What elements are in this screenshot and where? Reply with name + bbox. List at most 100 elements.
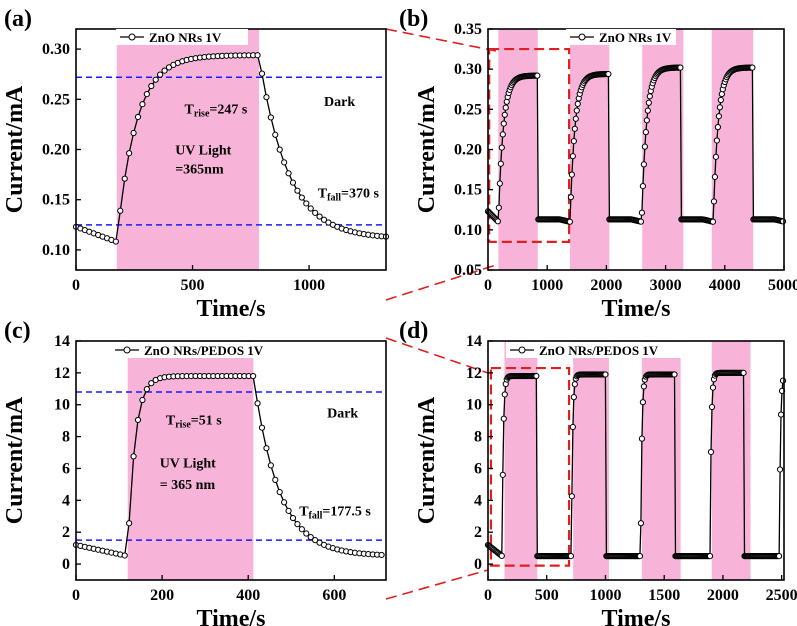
x-tick-label: 2000 — [707, 587, 739, 604]
x-tick-label: 0 — [72, 587, 80, 604]
data-point — [148, 380, 155, 387]
data-point — [496, 180, 503, 187]
data-markers — [72, 52, 390, 245]
x-tick-label: 1000 — [531, 277, 563, 294]
legend-label: ZnO NRs/PEDOS 1V — [539, 343, 659, 358]
data-point — [298, 526, 305, 533]
data-point — [574, 100, 581, 107]
data-point — [294, 521, 301, 528]
y-tick-label: 4 — [62, 492, 70, 509]
zoom-box — [488, 47, 571, 243]
y-axis-label: Current/mA — [2, 396, 28, 524]
data-markers — [72, 372, 385, 559]
data-point — [121, 552, 128, 559]
panel-b: 0 1000 2000 3000 4000 5000 0.05 0.10 0.15 0.20 0.2… — [399, 6, 797, 322]
uv-light-band — [116, 29, 259, 270]
data-point — [775, 553, 783, 560]
y-tick-label: 12 — [466, 365, 482, 382]
x-tick-label: 2000 — [590, 277, 622, 294]
plot-frame — [487, 340, 785, 581]
data-point — [320, 216, 328, 223]
y-tick-label: 0.25 — [42, 91, 70, 108]
x-tick-label: 0 — [72, 277, 80, 294]
data-point — [258, 424, 266, 431]
data-point — [254, 400, 261, 407]
data-point — [707, 448, 715, 456]
data-point — [715, 113, 722, 120]
uv-light-label: UV Light — [175, 143, 231, 158]
data-point — [569, 423, 576, 431]
data-point — [378, 551, 385, 559]
data-point — [303, 530, 310, 537]
y-tick-label: 6 — [62, 460, 70, 477]
data-point — [307, 205, 314, 212]
data-markers — [484, 64, 787, 225]
uv-light-band — [573, 341, 609, 580]
data-point — [254, 52, 261, 59]
data-point — [126, 150, 133, 157]
zoom-connector-top-ab — [385, 28, 497, 52]
data-point — [307, 534, 314, 541]
y-tick-label: 10 — [466, 397, 482, 414]
legend-box — [566, 29, 676, 45]
data-point — [500, 415, 507, 422]
y-tick-label: 0.30 — [42, 41, 70, 58]
fall-time-label: Tfall=370 s — [318, 187, 380, 204]
data-point — [498, 552, 505, 559]
y-tick-label: 8 — [474, 429, 482, 446]
data-point — [112, 238, 119, 245]
data-point — [502, 104, 509, 111]
data-point — [713, 137, 721, 144]
dark-label: Dark — [324, 95, 355, 110]
legend-box — [111, 342, 281, 358]
data-point — [121, 175, 128, 182]
panel-label: (b) — [399, 6, 428, 32]
x-tick-label: 600 — [322, 587, 346, 604]
data-point — [708, 403, 716, 411]
connector-lines — [385, 28, 497, 600]
legend-marker — [128, 33, 136, 41]
data-point — [130, 129, 137, 137]
panel-d: 0 500 1000 1500 2000 2500 0 2 4 6 8 10 12 14 Time/s Cur… — [399, 318, 797, 626]
data-point — [534, 72, 541, 79]
data-point — [281, 159, 288, 166]
data-point — [644, 107, 651, 114]
legend-marker — [518, 346, 526, 354]
data-point — [671, 371, 678, 378]
zoom-connector-bottom-ab — [385, 264, 497, 301]
data-point — [566, 218, 573, 225]
data-point — [706, 553, 714, 560]
y-axis-label: Current/mA — [2, 85, 28, 213]
y-tick-label: 12 — [54, 365, 70, 382]
data-point — [263, 445, 270, 452]
data-point — [642, 129, 649, 136]
y-tick-label: 0.20 — [42, 142, 70, 159]
x-axis-label: Time/s — [197, 296, 266, 322]
data-point — [641, 143, 648, 150]
data-point — [740, 369, 747, 376]
data-point — [258, 70, 266, 77]
data-point — [285, 170, 292, 177]
data-point — [157, 71, 164, 78]
y-tick-label: 10 — [54, 397, 70, 414]
plot-frame — [75, 340, 387, 581]
legend: ZnO NRs/PEDOS 1V — [506, 342, 684, 358]
data-point — [312, 209, 319, 216]
data-point — [570, 394, 577, 401]
data-point — [637, 218, 645, 225]
legend-marker — [123, 346, 131, 354]
zoom-connector-top-cd — [385, 337, 489, 374]
panel-c: 0 200 400 600 0 2 4 6 8 10 12 14 Time/s Current/mA (c)… — [2, 318, 387, 626]
x-tick-label: 3000 — [650, 277, 682, 294]
data-point — [134, 113, 142, 121]
legend-label: ZnO NRs 1V — [599, 30, 672, 45]
data-markers — [484, 369, 787, 560]
y-tick-label: 2 — [62, 524, 70, 541]
panel-a: 0 500 1000 0.10 0.15 0.20 0.25 0.30 Time/s Curren… — [2, 6, 390, 322]
x-axis-label: Time/s — [602, 296, 671, 322]
x-tick-label: 1000 — [293, 277, 325, 294]
data-point — [636, 553, 644, 560]
x-tick-label: 4000 — [709, 277, 741, 294]
data-point — [645, 99, 652, 106]
data-point — [312, 537, 319, 544]
